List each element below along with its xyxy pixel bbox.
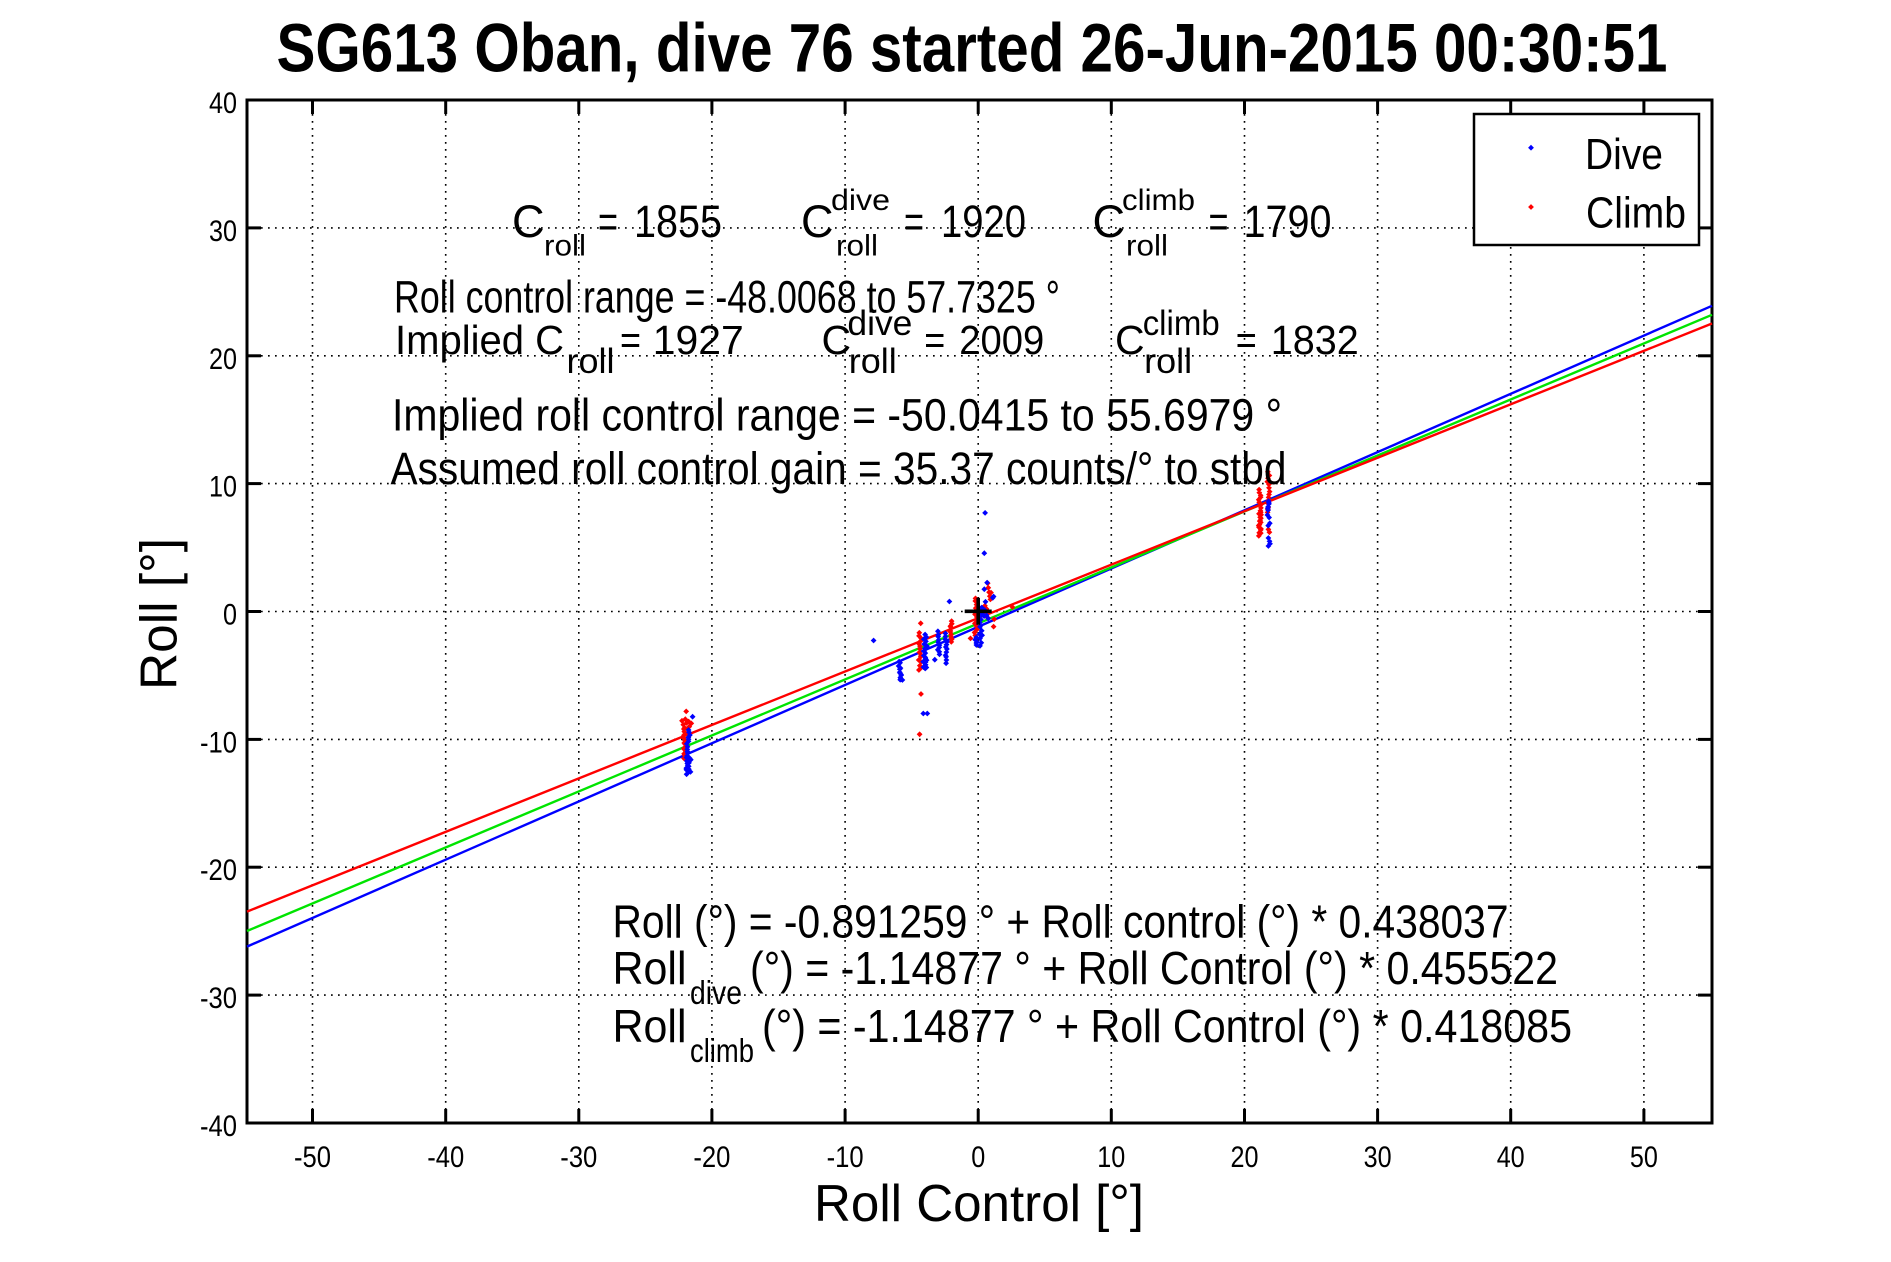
svg-text:climb: climb: [1143, 304, 1220, 343]
svg-text:1855: 1855: [634, 196, 722, 247]
svg-text:10: 10: [1097, 1141, 1125, 1174]
svg-text:Roll [°]: Roll [°]: [131, 538, 189, 690]
svg-text:C: C: [801, 196, 834, 247]
svg-text:SG613 Oban, dive 76 started 26: SG613 Oban, dive 76 started 26-Jun-2015 …: [277, 10, 1668, 87]
svg-text:-50: -50: [294, 1141, 331, 1174]
svg-text:=: =: [1209, 196, 1229, 247]
svg-text:-30: -30: [200, 982, 237, 1015]
svg-text:Implied roll control range = -: Implied roll control range = -50.0415 to…: [392, 389, 1282, 440]
svg-text:Roll Control [°]: Roll Control [°]: [814, 1175, 1144, 1233]
svg-text:(°) = -1.14877 ° + Roll Contro: (°) = -1.14877 ° + Roll Control (°) * 0.…: [750, 942, 1558, 994]
svg-text:Climb: Climb: [1586, 189, 1686, 238]
svg-text:0: 0: [971, 1141, 985, 1174]
svg-text:=: =: [1236, 317, 1257, 363]
svg-text:-30: -30: [560, 1141, 597, 1174]
svg-text:Roll: Roll: [613, 1000, 687, 1052]
svg-text:dive: dive: [847, 304, 912, 343]
svg-text:-20: -20: [693, 1141, 730, 1174]
svg-text:dive: dive: [690, 974, 742, 1011]
svg-text:1927: 1927: [653, 317, 744, 363]
svg-text:40: 40: [209, 87, 237, 120]
svg-text:roll: roll: [544, 230, 586, 263]
svg-text:=: =: [620, 317, 641, 363]
svg-text:-20: -20: [200, 854, 237, 887]
svg-text:climb: climb: [690, 1032, 754, 1069]
svg-text:climb: climb: [1122, 184, 1195, 217]
svg-text:2009: 2009: [959, 317, 1044, 363]
svg-text:-10: -10: [827, 1141, 864, 1174]
svg-text:=: =: [924, 317, 945, 363]
svg-text:20: 20: [209, 343, 237, 376]
svg-text:(°) = -1.14877 ° + Roll Contro: (°) = -1.14877 ° + Roll Control (°) * 0.…: [762, 1000, 1572, 1052]
svg-text:C: C: [1115, 317, 1145, 363]
svg-text:Implied C: Implied C: [395, 317, 564, 363]
svg-text:C: C: [1093, 196, 1126, 247]
svg-text:Roll control range = -48.0068: Roll control range = -48.0068 to 57.7325…: [394, 272, 1060, 323]
svg-text:-40: -40: [200, 1110, 237, 1143]
svg-text:roll: roll: [836, 230, 878, 263]
svg-text:roll: roll: [567, 342, 615, 381]
svg-text:1920: 1920: [941, 196, 1026, 247]
svg-text:Roll: Roll: [613, 942, 687, 994]
svg-text:=: =: [904, 196, 924, 247]
svg-text:10: 10: [209, 471, 237, 504]
svg-text:Assumed roll control gain = 35: Assumed roll control gain = 35.37 counts…: [391, 443, 1287, 494]
svg-text:Dive: Dive: [1585, 130, 1663, 179]
svg-text:=: =: [598, 196, 618, 247]
svg-text:roll: roll: [849, 342, 897, 381]
svg-text:1790: 1790: [1244, 196, 1332, 247]
svg-text:roll: roll: [1144, 342, 1192, 381]
svg-text:0: 0: [223, 599, 237, 632]
svg-text:20: 20: [1231, 1141, 1259, 1174]
svg-text:C: C: [512, 196, 545, 247]
svg-text:Roll (°) = -0.891259 ° + Roll: Roll (°) = -0.891259 ° + Roll control (°…: [613, 895, 1509, 947]
svg-text:30: 30: [1364, 1141, 1392, 1174]
svg-text:C: C: [822, 317, 852, 363]
svg-text:-10: -10: [200, 726, 237, 759]
svg-text:40: 40: [1497, 1141, 1525, 1174]
svg-text:-40: -40: [427, 1141, 464, 1174]
svg-text:1832: 1832: [1271, 317, 1359, 363]
svg-text:50: 50: [1630, 1141, 1658, 1174]
svg-text:dive: dive: [831, 184, 890, 217]
svg-text:30: 30: [209, 215, 237, 248]
svg-text:roll: roll: [1126, 230, 1168, 263]
